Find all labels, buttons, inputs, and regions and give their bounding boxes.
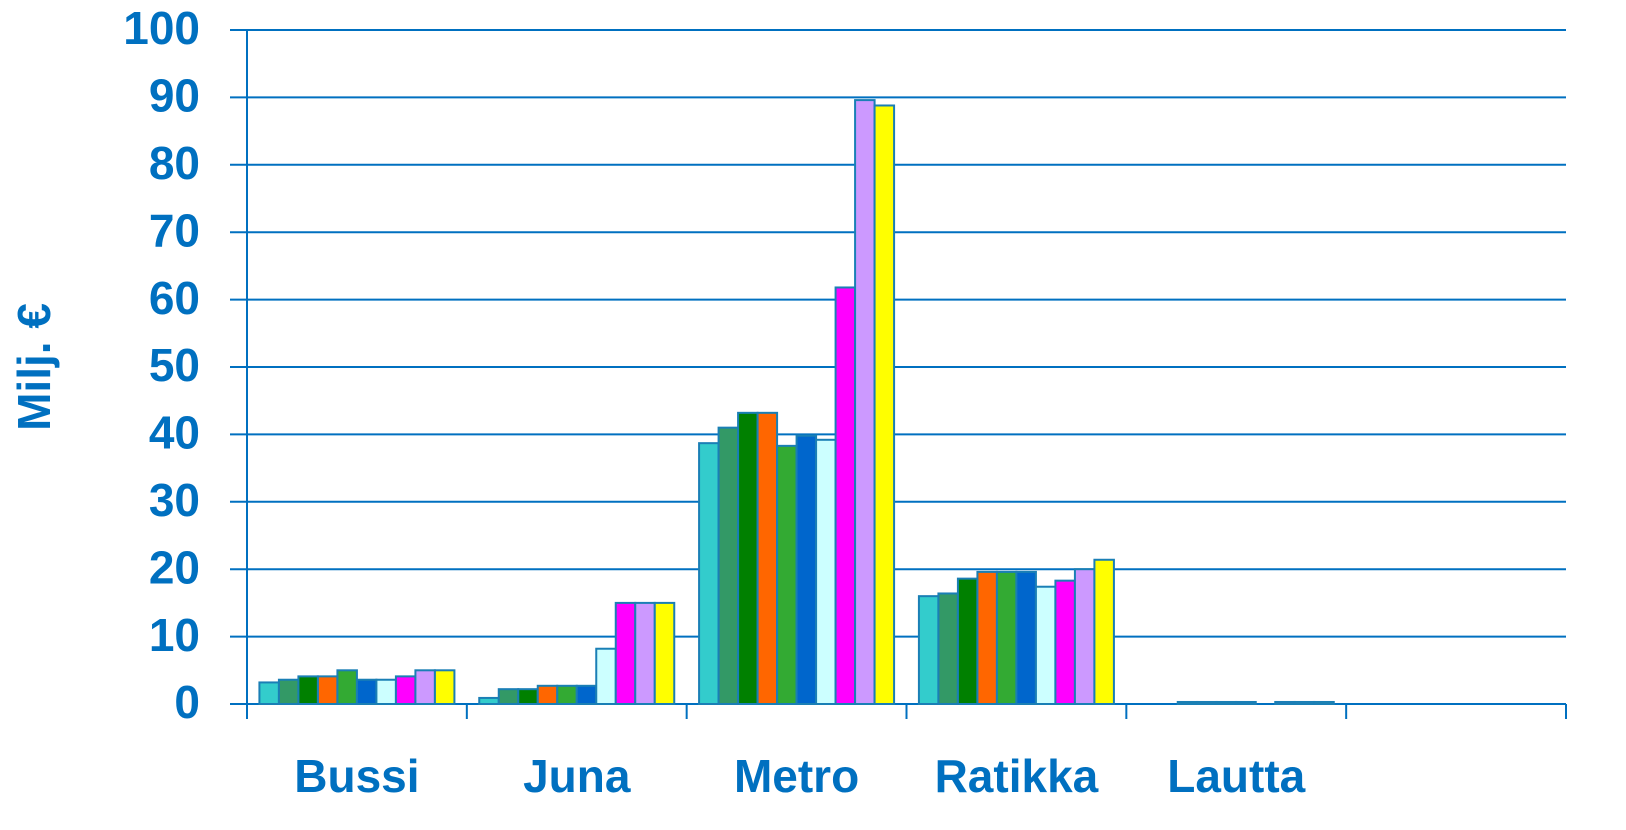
bar	[976, 570, 998, 705]
bar	[1293, 700, 1316, 706]
bar	[394, 675, 417, 706]
bar	[336, 669, 358, 705]
y-tick-label: 30	[149, 474, 200, 526]
bar	[1093, 558, 1115, 705]
bar	[433, 669, 456, 705]
bar	[517, 688, 539, 705]
bar	[917, 595, 940, 705]
bar	[614, 601, 637, 706]
bar	[995, 570, 1018, 705]
bar	[1034, 585, 1057, 705]
x-tick-label: Lautta	[1167, 750, 1305, 802]
bar	[698, 442, 720, 705]
y-tick-label: 80	[149, 137, 200, 189]
bar	[634, 601, 656, 706]
bar	[1196, 700, 1218, 706]
bar	[795, 434, 818, 705]
bar	[1274, 700, 1296, 706]
y-tick-label: 10	[149, 609, 200, 661]
x-tick-label: Bussi	[294, 750, 419, 802]
bar	[737, 411, 759, 705]
y-tick-label: 50	[149, 339, 200, 391]
bar	[556, 684, 578, 706]
bar	[834, 286, 857, 705]
bar	[815, 438, 837, 705]
bar	[1176, 700, 1199, 706]
bar	[414, 669, 436, 705]
bar	[1015, 570, 1037, 705]
y-tick-label: 60	[149, 272, 200, 324]
bar	[1235, 700, 1257, 706]
bar	[497, 688, 520, 705]
bar	[277, 678, 300, 706]
y-tick-label: 70	[149, 204, 200, 256]
x-tick-label: Juna	[523, 750, 631, 802]
bar	[1313, 700, 1335, 706]
bar	[873, 104, 896, 706]
y-tick-label: 20	[149, 541, 200, 593]
bar	[717, 426, 740, 705]
y-tick-label: 40	[149, 407, 200, 459]
bar	[316, 675, 339, 706]
bar	[756, 411, 779, 705]
bar	[1054, 579, 1076, 706]
y-axis-label: Milj. €	[8, 303, 60, 431]
x-tick-label: Metro	[734, 750, 859, 802]
bar	[297, 675, 319, 706]
bar	[575, 684, 598, 706]
y-tick-label: 0	[174, 676, 200, 728]
bar	[258, 681, 280, 706]
bar	[478, 696, 500, 706]
bar	[595, 647, 617, 705]
bar	[1215, 700, 1238, 706]
bar	[375, 678, 397, 706]
bar	[956, 577, 979, 705]
y-tick-label: 100	[123, 2, 200, 54]
bar	[937, 592, 959, 705]
bar	[776, 444, 798, 705]
bar	[1073, 568, 1096, 706]
bar	[355, 678, 378, 706]
bar	[854, 99, 876, 705]
y-tick-label: 90	[149, 70, 200, 122]
bar	[653, 601, 676, 706]
x-tick-label: Ratikka	[935, 750, 1099, 802]
bar	[536, 684, 559, 706]
